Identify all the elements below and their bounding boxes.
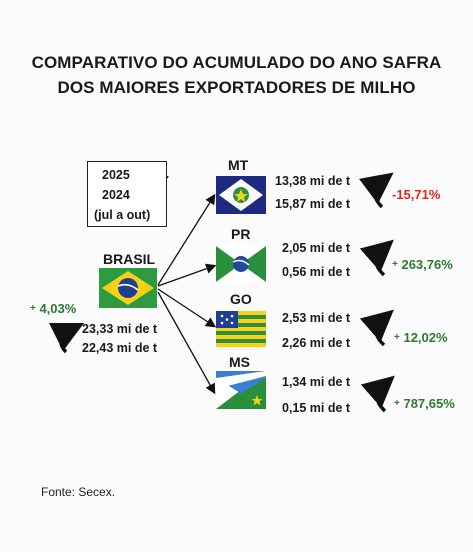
pr-value-2025: 2,05 mi de t bbox=[282, 241, 351, 255]
go-label: GO bbox=[230, 291, 252, 307]
pr-change-value: 263,76% bbox=[401, 257, 453, 272]
source-note: Fonte: Secex. bbox=[41, 485, 116, 499]
ms-change: + 787,65% bbox=[394, 396, 455, 411]
arrow-brasil-to-ms bbox=[157, 291, 216, 395]
arrow-brasil-to-mt bbox=[157, 193, 216, 286]
go-change-value: 12,02% bbox=[403, 330, 448, 345]
arrow-brasil-to-go bbox=[157, 288, 217, 328]
arrow-brasil-to-pr bbox=[157, 263, 217, 287]
brasil-curved-arrow-icon bbox=[48, 322, 85, 354]
go-value-2025: 2,53 mi de t bbox=[282, 311, 351, 325]
legend-year-current: 2025 bbox=[102, 168, 130, 182]
go-change-sign: + bbox=[394, 332, 400, 343]
brasil-label: BRASIL bbox=[103, 251, 156, 267]
legend-period: (jul a out) bbox=[94, 208, 151, 222]
mt-curved-arrow-icon bbox=[358, 172, 394, 209]
pr-change-sign: + bbox=[392, 259, 398, 270]
ms-curved-arrow-icon bbox=[360, 375, 395, 413]
pr-change: + 263,76% bbox=[392, 257, 453, 272]
ms-value-2025: 1,34 mi de t bbox=[282, 375, 351, 389]
pr-curved-arrow-icon bbox=[359, 239, 394, 277]
legend-year-previous: 2024 bbox=[102, 188, 130, 202]
mt-value-2025: 13,38 mi de t bbox=[275, 174, 351, 188]
go-value-2024: 2,26 mi de t bbox=[282, 336, 351, 350]
brasil-change: + 4,03% bbox=[30, 301, 76, 316]
chart-title: COMPARATIVO DO ACUMULADO DO ANO SAFRA DO… bbox=[0, 50, 473, 100]
brasil-change-sign: + bbox=[30, 303, 36, 314]
mt-label: MT bbox=[228, 157, 249, 173]
pr-value-2024: 0,56 mi de t bbox=[282, 265, 351, 279]
title-line-2: DOS MAIORES EXPORTADORES DE MILHO bbox=[57, 78, 416, 97]
mt-flag-icon bbox=[216, 176, 266, 214]
pr-label: PR bbox=[231, 226, 251, 242]
ms-label: MS bbox=[229, 354, 250, 370]
go-flag-icon bbox=[216, 311, 266, 347]
go-change: + 12,02% bbox=[394, 330, 448, 345]
pr-flag-icon bbox=[216, 246, 266, 282]
ms-flag-icon bbox=[216, 371, 266, 409]
ms-change-sign: + bbox=[394, 398, 400, 409]
brasil-change-value: 4,03% bbox=[39, 301, 77, 316]
ms-change-value: 787,65% bbox=[403, 396, 455, 411]
mt-value-2024: 15,87 mi de t bbox=[275, 197, 351, 211]
brasil-value-2024: 22,43 mi de t bbox=[82, 341, 158, 355]
ms-value-2024: 0,15 mi de t bbox=[282, 401, 351, 415]
brasil-flag-icon bbox=[99, 268, 157, 308]
mt-change-value: -15,71% bbox=[392, 187, 441, 202]
go-curved-arrow-icon bbox=[359, 309, 394, 347]
brasil-value-2025: 23,33 mi de t bbox=[82, 322, 158, 336]
mt-change: -15,71% bbox=[392, 187, 440, 202]
title-line-1: COMPARATIVO DO ACUMULADO DO ANO SAFRA bbox=[31, 53, 442, 72]
legend-box: 2025 2024 (jul a out) bbox=[87, 161, 167, 227]
